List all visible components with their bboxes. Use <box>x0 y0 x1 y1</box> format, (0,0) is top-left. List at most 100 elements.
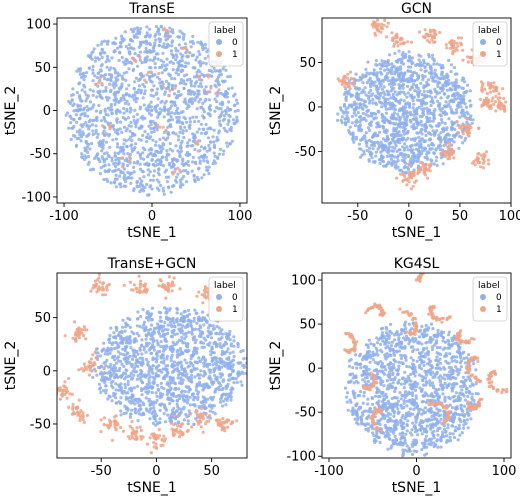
scatter-point-0 <box>196 40 200 44</box>
scatter-point-1 <box>65 390 69 394</box>
scatter-point-0 <box>385 137 390 141</box>
scatter-point-0 <box>150 130 154 134</box>
scatter-point-0 <box>422 107 426 111</box>
scatter-point-1 <box>499 107 503 111</box>
scatter-point-0 <box>439 156 443 160</box>
scatter-point-0 <box>220 345 224 350</box>
scatter-point-0 <box>89 168 93 172</box>
scatter-point-0 <box>91 132 95 137</box>
scatter-point-1 <box>476 157 481 161</box>
scatter-point-0 <box>140 338 144 342</box>
x-tick-label: 100 <box>228 209 253 224</box>
scatter-point-0 <box>382 96 386 100</box>
scatter-point-0 <box>372 68 376 72</box>
scatter-point-0 <box>213 412 217 416</box>
scatter-point-0 <box>113 376 117 380</box>
scatter-point-0 <box>193 179 197 184</box>
scatter-point-1 <box>94 369 98 373</box>
scatter-point-0 <box>427 108 431 112</box>
scatter-point-0 <box>161 329 165 333</box>
scatter-point-0 <box>408 88 412 92</box>
scatter-point-0 <box>203 56 207 60</box>
scatter-point-0 <box>166 42 170 47</box>
scatter-point-1 <box>88 361 92 365</box>
scatter-point-0 <box>379 67 383 71</box>
scatter-point-0 <box>102 129 106 133</box>
scatter-point-1 <box>497 103 501 107</box>
scatter-point-0 <box>181 320 185 324</box>
scatter-point-0 <box>123 347 127 351</box>
scatter-point-0 <box>403 171 407 175</box>
scatter-point-0 <box>225 130 229 134</box>
scatter-point-0 <box>127 399 131 403</box>
scatter-point-0 <box>434 148 438 152</box>
scatter-point-1 <box>433 40 437 44</box>
scatter-point-0 <box>408 56 412 61</box>
scatter-point-0 <box>228 351 232 355</box>
scatter-point-0 <box>217 83 221 87</box>
scatter-point-0 <box>202 159 206 163</box>
scatter-point-1 <box>101 124 105 128</box>
scatter-point-0 <box>178 59 182 63</box>
scatter-point-0 <box>392 113 396 117</box>
scatter-point-0 <box>176 106 180 110</box>
scatter-point-0 <box>133 121 137 125</box>
scatter-point-0 <box>215 135 219 139</box>
scatter-point-0 <box>104 60 108 64</box>
scatter-point-0 <box>178 29 182 33</box>
scatter-point-0 <box>177 115 181 120</box>
scatter-point-0 <box>399 71 403 75</box>
scatter-point-0 <box>165 392 169 397</box>
scatter-point-1 <box>94 82 98 86</box>
scatter-point-0 <box>127 67 131 71</box>
scatter-point-0 <box>150 88 154 92</box>
scatter-point-0 <box>121 145 125 149</box>
scatter-point-1 <box>349 70 353 74</box>
scatter-point-0 <box>182 407 186 411</box>
scatter-point-0 <box>209 140 213 144</box>
scatter-point-0 <box>180 335 184 339</box>
scatter-point-0 <box>157 113 161 117</box>
scatter-point-0 <box>103 109 107 113</box>
scatter-point-0 <box>104 388 108 392</box>
scatter-point-0 <box>460 114 464 118</box>
scatter-point-0 <box>380 59 384 63</box>
scatter-point-1 <box>429 162 433 166</box>
scatter-point-1 <box>431 35 435 39</box>
scatter-point-0 <box>390 62 394 66</box>
scatter-point-0 <box>94 154 98 159</box>
scatter-point-0 <box>193 375 197 379</box>
scatter-point-0 <box>208 323 212 327</box>
scatter-point-1 <box>395 176 399 180</box>
scatter-point-0 <box>172 92 177 96</box>
scatter-point-1 <box>113 415 117 419</box>
scatter-point-0 <box>199 369 203 373</box>
scatter-point-1 <box>452 39 456 43</box>
scatter-point-1 <box>478 160 482 164</box>
scatter-point-0 <box>373 144 377 148</box>
scatter-point-0 <box>438 63 442 67</box>
scatter-point-0 <box>207 368 211 372</box>
scatter-point-0 <box>71 126 75 130</box>
scatter-point-1 <box>67 405 71 409</box>
scatter-point-0 <box>146 310 150 314</box>
scatter-point-0 <box>424 133 428 138</box>
scatter-point-0 <box>221 80 226 84</box>
scatter-point-0 <box>98 354 103 358</box>
scatter-point-0 <box>187 124 191 128</box>
scatter-point-0 <box>411 82 416 86</box>
scatter-point-0 <box>152 129 156 134</box>
scatter-point-0 <box>139 27 143 31</box>
scatter-point-0 <box>224 403 228 407</box>
scatter-point-0 <box>153 143 158 147</box>
scatter-point-1 <box>91 353 95 357</box>
scatter-point-0 <box>437 133 441 137</box>
scatter-point-0 <box>102 177 106 182</box>
scatter-point-1 <box>196 422 201 426</box>
scatter-point-0 <box>428 94 432 98</box>
scatter-point-1 <box>172 283 176 287</box>
scatter-point-0 <box>451 123 455 127</box>
scatter-point-0 <box>181 129 185 133</box>
scatter-point-0 <box>182 115 186 119</box>
scatter-point-0 <box>236 341 240 345</box>
